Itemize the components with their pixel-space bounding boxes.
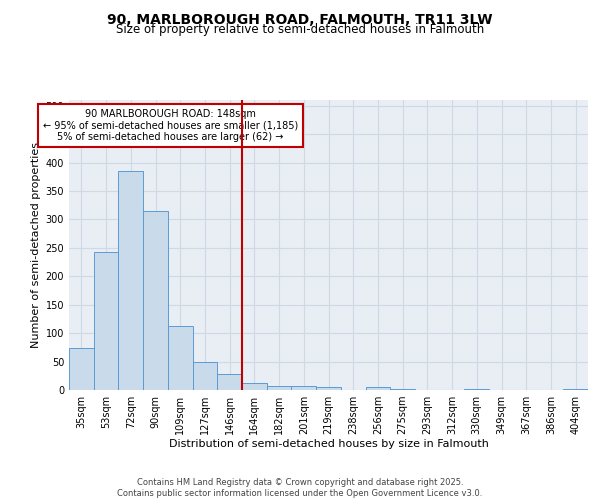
Bar bbox=[217, 374, 242, 390]
Bar bbox=[193, 362, 217, 390]
Bar bbox=[118, 171, 143, 390]
Bar bbox=[143, 211, 168, 390]
Bar bbox=[563, 389, 588, 390]
Bar bbox=[267, 386, 292, 390]
Bar bbox=[168, 326, 193, 390]
Text: 90 MARLBOROUGH ROAD: 148sqm
← 95% of semi-detached houses are smaller (1,185)
5%: 90 MARLBOROUGH ROAD: 148sqm ← 95% of sem… bbox=[43, 108, 298, 142]
Bar bbox=[94, 252, 118, 390]
Text: Size of property relative to semi-detached houses in Falmouth: Size of property relative to semi-detach… bbox=[116, 24, 484, 36]
Bar bbox=[365, 387, 390, 390]
Bar bbox=[69, 348, 94, 390]
Bar bbox=[316, 386, 341, 390]
Bar bbox=[242, 383, 267, 390]
Bar bbox=[292, 386, 316, 390]
Text: Contains HM Land Registry data © Crown copyright and database right 2025.
Contai: Contains HM Land Registry data © Crown c… bbox=[118, 478, 482, 498]
Y-axis label: Number of semi-detached properties: Number of semi-detached properties bbox=[31, 142, 41, 348]
Text: 90, MARLBOROUGH ROAD, FALMOUTH, TR11 3LW: 90, MARLBOROUGH ROAD, FALMOUTH, TR11 3LW bbox=[107, 12, 493, 26]
Bar bbox=[464, 389, 489, 390]
X-axis label: Distribution of semi-detached houses by size in Falmouth: Distribution of semi-detached houses by … bbox=[169, 438, 488, 448]
